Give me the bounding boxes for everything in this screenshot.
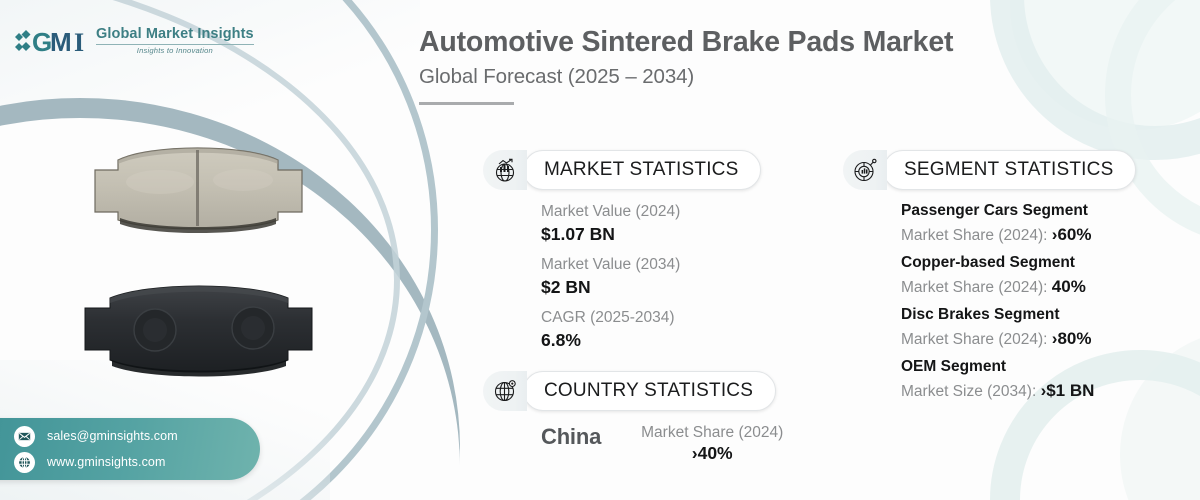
market-row-label: Market Value (2024) [541,203,681,220]
country-name: China [541,424,602,449]
country-statistics-rows: China Market Share (2024) ›40% [541,424,783,464]
market-statistics-chip: MARKET STATISTICS [483,150,762,190]
contact-email-row[interactable]: sales@gminsights.com [14,425,260,447]
product-image [0,120,400,420]
segment-metric: Market Share (2024): ›60% [901,222,1136,248]
globe-bar-chart-icon [483,150,527,190]
brand-name: Global Market Insights [96,25,254,42]
segment-statistics-block: SEGMENT STATISTICS Passenger Cars Segmen… [843,150,1137,408]
segment-statistics-chip: SEGMENT STATISTICS [843,150,1137,190]
brake-pad-top [94,147,303,233]
brake-pad-bottom [84,285,313,377]
contact-footer: sales@gminsights.com www.gminsights.com [0,418,260,480]
gmi-diamond-logo-icon: G M I [15,27,84,57]
country-metric-value: ›40% [691,443,733,463]
country-statistics-chip: COUNTRY STATISTICS [483,371,783,411]
segment-row: Passenger Cars Segment Market Share (202… [901,200,1136,248]
segment-statistics-heading: SEGMENT STATISTICS [883,150,1137,190]
segment-metric-value: 40% [1051,277,1086,297]
segment-metric: Market Size (2034): ›$1 BN [901,378,1136,404]
market-row-value: 6.8% [541,330,581,350]
segment-metric: Market Share (2024): ›80% [901,326,1136,352]
market-row-value: $2 BN [541,277,591,298]
title-underline [419,101,514,105]
brake-pads-illustration [84,147,313,377]
brand-logo[interactable]: G M I Global Market Insights Insights to… [14,24,254,58]
market-statistics-rows: Market Value (2024) $1.07 BN Market Valu… [541,200,761,353]
globe-pin-icon [483,371,527,411]
country-statistics-block: COUNTRY STATISTICS China Market Share (2… [483,371,783,464]
page-title-block: Automotive Sintered Brake Pads Market Gl… [419,26,1059,105]
segment-metric-value: ›60% [1051,225,1092,245]
segment-metric-value: ›80% [1051,329,1092,349]
top-left-tint [0,0,420,120]
segment-metric-value: ›$1 BN [1040,381,1095,401]
brand-divider [96,44,254,46]
market-row: Market Value (2024) $1.07 BN [541,200,761,247]
segment-metric-label: Market Share (2024): [901,331,1048,349]
segment-name: OEM Segment [901,357,1007,375]
contact-website: www.gminsights.com [47,455,166,469]
country-statistics-heading: COUNTRY STATISTICS [523,371,777,411]
globe-icon [14,451,35,473]
donut-chart-icon [843,150,887,190]
segment-metric-label: Market Share (2024): [901,227,1048,245]
segment-row: OEM Segment Market Size (2034): ›$1 BN [901,356,1136,404]
segment-metric-label: Market Size (2034): [901,383,1037,401]
segment-row: Disc Brakes Segment Market Share (2024):… [901,304,1136,352]
segment-metric: Market Share (2024): 40% [901,274,1136,300]
page-subtitle: Global Forecast (2025 – 2034) [419,64,695,88]
segment-metric-label: Market Share (2024): [901,279,1048,297]
market-row: Market Value (2034) $2 BN [541,253,761,300]
page-title: Automotive Sintered Brake Pads Market [419,26,954,58]
envelope-icon [14,425,35,447]
segment-name: Disc Brakes Segment [901,305,1060,323]
market-row-value: $1.07 BN [541,224,615,245]
market-row: CAGR (2025-2034) 6.8% [541,306,761,353]
market-statistics-heading: MARKET STATISTICS [523,150,762,190]
segment-name: Copper-based Segment [901,253,1075,271]
segment-statistics-rows: Passenger Cars Segment Market Share (202… [901,200,1136,404]
contact-website-row[interactable]: www.gminsights.com [14,451,260,473]
brand-logo-text: Global Market Insights Insights to Innov… [96,27,254,55]
market-row-label: CAGR (2025-2034) [541,308,675,326]
segment-name: Passenger Cars Segment [901,202,1088,219]
svg-text:G: G [32,27,52,57]
market-statistics-block: MARKET STATISTICS Market Value (2024) $1… [483,150,762,359]
brand-tagline: Insights to Innovation [136,46,213,56]
contact-email: sales@gminsights.com [47,429,178,443]
segment-row: Copper-based Segment Market Share (2024)… [901,252,1136,300]
market-row-label: Market Value (2034) [541,255,681,273]
svg-text:M: M [50,27,72,57]
country-metric-label: Market Share (2024) [641,424,784,441]
country-metric: Market Share (2024) ›40% [641,424,783,464]
svg-text:I: I [74,28,84,57]
